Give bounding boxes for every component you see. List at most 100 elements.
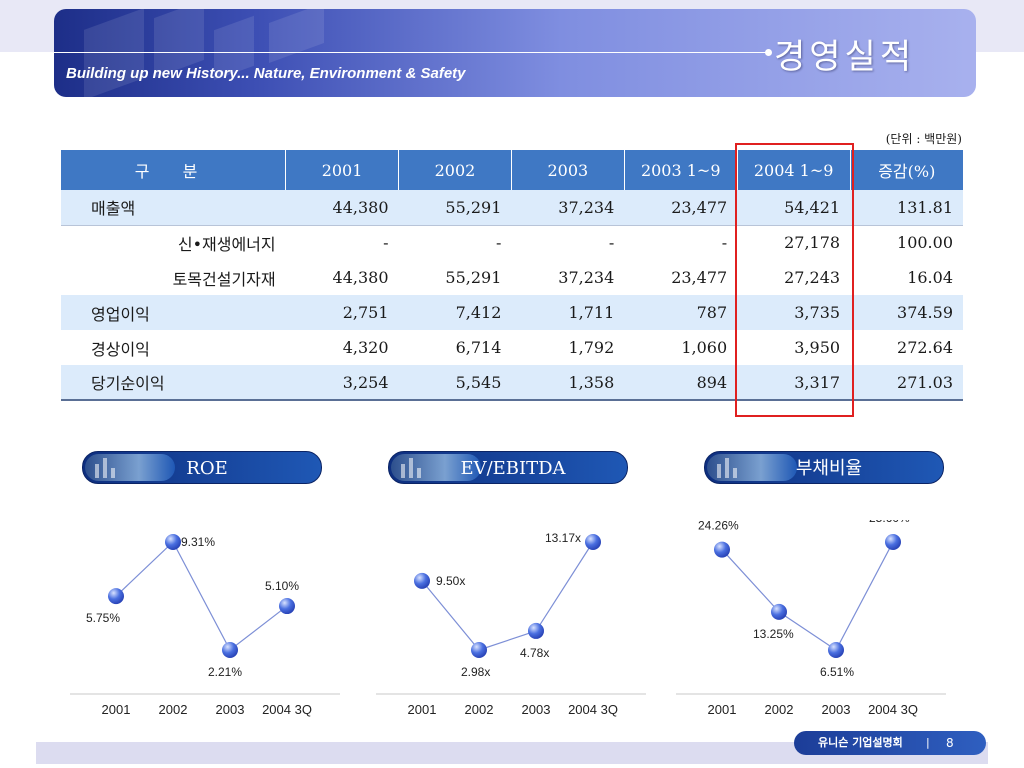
data-point	[222, 642, 238, 658]
table-cell: 54,421	[737, 190, 851, 225]
table-row: 매출액 44,380 55,291 37,234 23,477 54,421 1…	[61, 190, 963, 225]
row-label: 당기순이익	[61, 365, 286, 401]
data-label: 25.60%	[869, 520, 910, 525]
section-title: ROE	[186, 458, 228, 479]
table-cell: 27,178	[737, 224, 851, 260]
unit-note: (단위 : 백만원)	[885, 132, 962, 146]
page-number: 8	[946, 736, 954, 750]
table-header: 2001	[285, 150, 399, 190]
roe-chart: 5.75% 2001 9.31% 2002 2.21% 2003 5.10% 2004 3Q	[70, 520, 340, 725]
table-row: 경상이익 4,320 6,714 1,792 1,060 3,950 272.6…	[61, 330, 963, 365]
series-line	[421, 541, 594, 651]
table-cell: 271.03	[850, 365, 963, 401]
x-tick-label: 2003	[216, 702, 245, 717]
x-tick-label: 2001	[102, 702, 131, 717]
table-cell: 1,792	[568, 338, 615, 357]
table-cell: 272.64	[897, 338, 953, 357]
table-cell: 2,751	[285, 295, 399, 330]
table-cell: 16.04	[907, 268, 953, 287]
x-tick-label: 2002	[465, 702, 494, 717]
table-cell: -	[398, 224, 512, 260]
data-label: 13.25%	[753, 627, 794, 641]
table-cell: 3,735	[737, 295, 851, 330]
table-cell: 374.59	[850, 295, 963, 330]
data-label: 6.51%	[820, 665, 854, 679]
header-banner: 경영실적 Building up new History... Nature, …	[54, 9, 976, 97]
table-cell: -	[511, 224, 625, 260]
table-header: 증감(%)	[849, 150, 963, 190]
footer-strip	[36, 742, 988, 764]
x-tick-label: 2002	[765, 702, 794, 717]
row-label: 경상이익	[91, 339, 150, 359]
table-cell: 6,714	[455, 338, 502, 357]
x-tick-label: 2004 3Q	[568, 702, 618, 717]
table-cell: 1,060	[681, 338, 728, 357]
data-label: 5.75%	[86, 611, 120, 625]
row-label: 매출액	[61, 190, 286, 225]
data-label: 2.21%	[208, 665, 242, 679]
table-cell: 3,254	[285, 365, 399, 401]
table-row: 토목건설기자재 44,380 55,291 37,234 23,477 27,2…	[61, 260, 963, 295]
table-cell: 894	[624, 365, 738, 401]
table-cell: 1,358	[511, 365, 625, 401]
table-cell: 44,380	[332, 268, 389, 287]
table-cell: 5,545	[398, 365, 512, 401]
footer-org: 유니슨 기업설명회	[818, 736, 903, 749]
row-label: 영업이익	[61, 295, 286, 330]
section-title: EV/EBITDA	[460, 458, 566, 479]
table-row: 당기순이익 3,254 5,545 1,358 894 3,317 271.03	[61, 365, 963, 401]
section-title: 부채비율	[795, 458, 863, 479]
data-point	[414, 572, 430, 589]
building-icon	[85, 454, 175, 481]
data-point	[714, 541, 730, 558]
table-header: 2002	[398, 150, 512, 190]
section-pill-ev-ebitda: EV/EBITDA	[388, 451, 628, 484]
header-rule	[54, 52, 766, 53]
series-line	[115, 541, 288, 651]
x-tick-label: 2003	[822, 702, 851, 717]
row-label: 신•재생에너지	[61, 224, 286, 260]
table-cell: 7,412	[398, 295, 512, 330]
table-cell: 23,477	[671, 268, 728, 287]
table-cell: 131.81	[850, 190, 963, 225]
data-label: 24.26%	[698, 520, 739, 533]
x-tick-label: 2004 3Q	[262, 702, 312, 717]
ev-ebitda-chart: 9.50x 2001 2.98x 2002 4.78x 2003 13.17x 2004 3Q	[376, 520, 646, 725]
table-cell: 3,317	[737, 365, 851, 401]
row-label: 토목건설기자재	[172, 269, 276, 289]
data-label: 5.10%	[265, 579, 299, 593]
debt-ratio-chart: 24.26% 2001 13.25% 2002 6.51% 2003 25.60% 2004 …	[676, 520, 946, 725]
table-header-row: 구 분 2001 2002 2003 2003 1~9 2004 1~9 증감(…	[61, 150, 963, 190]
series-line	[721, 541, 894, 651]
data-point	[771, 603, 787, 620]
data-point	[885, 534, 901, 550]
table-cell: 37,234	[558, 268, 615, 287]
table-cell: 4,320	[342, 338, 389, 357]
data-point	[471, 642, 487, 658]
table-header: 구 분	[61, 150, 286, 190]
data-point	[828, 642, 844, 658]
table-cell: 27,243	[784, 268, 841, 287]
table-cell: 55,291	[445, 268, 502, 287]
table-header: 2003	[510, 150, 625, 190]
data-point	[108, 588, 124, 605]
table-cell: -	[624, 224, 738, 260]
x-tick-label: 2001	[708, 702, 737, 717]
footer-separator: |	[926, 736, 930, 749]
data-label: 9.50x	[436, 574, 465, 588]
data-point	[528, 622, 544, 639]
table-cell: 787	[624, 295, 738, 330]
financial-results-table: 구 분 2001 2002 2003 2003 1~9 2004 1~9 증감(…	[61, 150, 963, 401]
table-cell: 44,380	[285, 190, 399, 225]
table-cell: 3,950	[794, 338, 841, 357]
footer-badge: 유니슨 기업설명회 | 8	[794, 731, 986, 755]
page-title: 경영실적	[774, 37, 916, 77]
table-row: 신•재생에너지 - - - - 27,178 100.00	[61, 224, 963, 260]
table-header: 2004 1~9	[736, 150, 851, 190]
header-rule-dot	[765, 49, 772, 56]
section-pill-roe: ROE	[82, 451, 322, 484]
x-tick-label: 2002	[159, 702, 188, 717]
x-tick-label: 2004 3Q	[868, 702, 918, 717]
section-pill-debt-ratio: 부채비율	[704, 451, 944, 484]
page-subtitle: Building up new History... Nature, Envir…	[66, 65, 466, 82]
